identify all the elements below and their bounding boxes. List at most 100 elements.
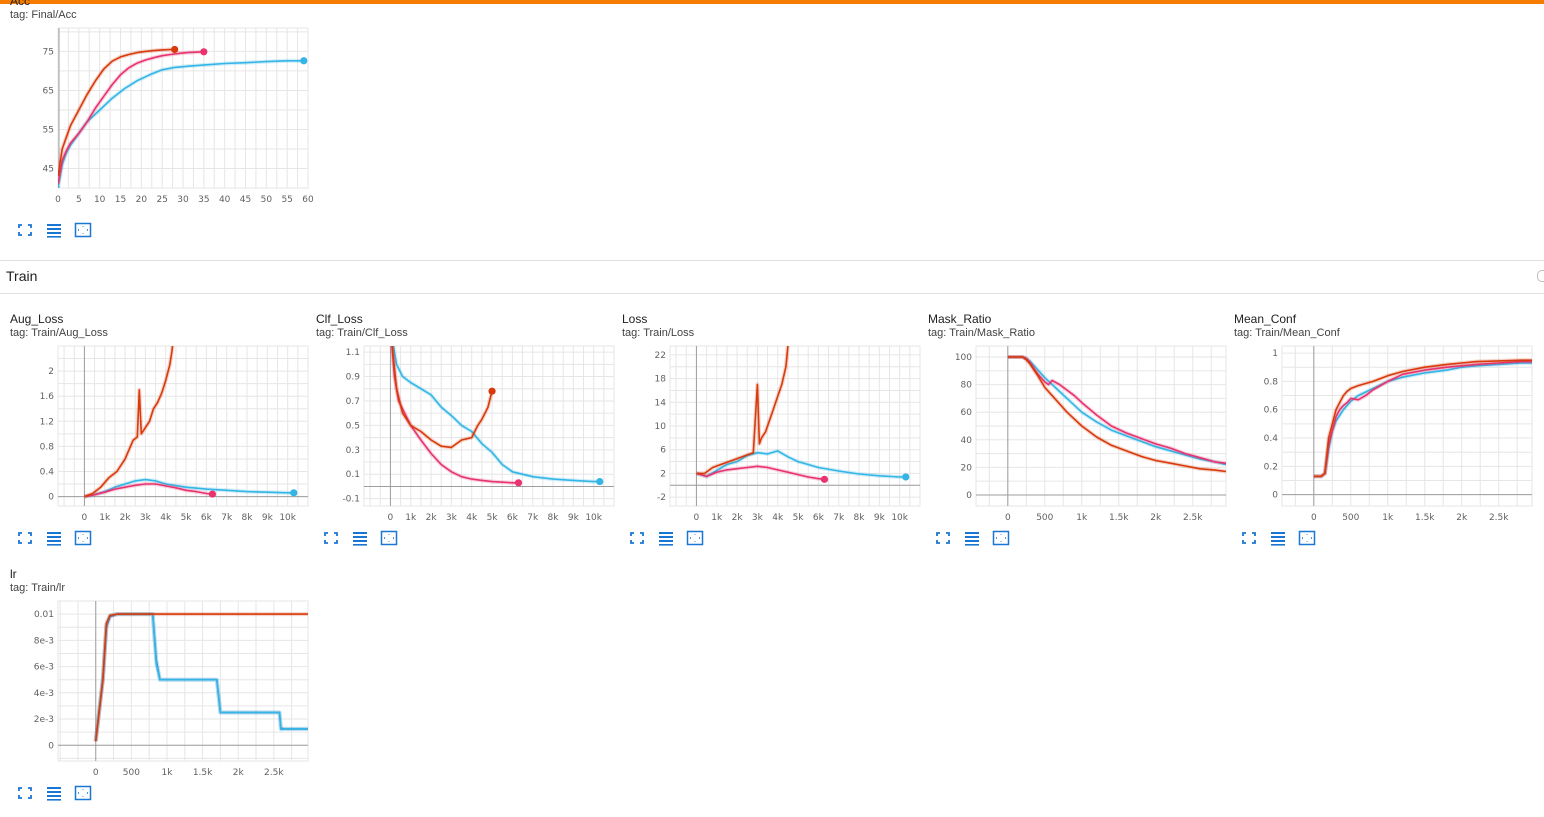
series-end-marker (514, 479, 523, 487)
chart-mean-conf[interactable]: 0 500 1k 1.5k 2k 2.5k 0 0.2 0.4 0.6 0.8 1 (1234, 342, 1534, 532)
series-raw-line (1313, 358, 1532, 479)
y-tick-label: 0 (48, 741, 54, 751)
x-tick-label: 2.5k (264, 768, 284, 778)
expand-chart-icon[interactable] (380, 530, 398, 546)
chart-loss[interactable]: 0 1k 2k 3k 4k 5k 6k 7k 8k 9k 10k -2 2 6 10 14 18 22 (622, 342, 922, 532)
plot-border (57, 600, 309, 762)
chart-tag: tag: Train/Mean_Conf (1234, 327, 1340, 339)
chart-title: lr (10, 567, 17, 581)
series-end-marker (208, 490, 217, 498)
series-raw-line (1313, 359, 1532, 479)
x-tick-label: 1k (1076, 513, 1088, 523)
fit-domain-icon[interactable] (16, 222, 34, 238)
chart-aug-loss[interactable]: 0 1k 2k 3k 4k 5k 6k 7k 8k 9k 10k 0 0.4 0.8 1.2 1.6 2 (10, 342, 310, 532)
chart-lr[interactable]: 0 500 1k 1.5k 2k 2.5k 0 2e-3 4e-3 6e-3 8e-3 0.01 (10, 597, 310, 787)
chart-clf-loss[interactable]: 0 1k 2k 3k 4k 5k 6k 7k 8k 9k 10k -0.1 0.1 0.3 0.5 0.7 0.… (316, 342, 616, 532)
toggle-log-icon[interactable] (45, 785, 63, 801)
x-tick-label: 1.5k (1109, 513, 1129, 523)
x-tick-label: 55 (281, 195, 292, 205)
x-tick-label: 1k (1382, 513, 1394, 523)
section-title-train[interactable]: Train (6, 268, 38, 284)
y-tick-label: 40 (961, 436, 973, 446)
y-tick-label: 2e-3 (34, 715, 54, 725)
series-raw-line (93, 612, 308, 742)
x-tick-label: 30 (177, 195, 189, 205)
toggle-log-icon[interactable] (45, 530, 63, 546)
series-line (1007, 356, 1226, 473)
series-line (84, 483, 213, 498)
expand-chart-icon[interactable] (74, 222, 92, 238)
x-tick-label: 35 (198, 195, 209, 205)
y-tick-label: 45 (43, 164, 54, 174)
x-tick-label: 2k (233, 768, 245, 778)
toggle-log-icon[interactable] (1269, 530, 1287, 546)
toggle-log-icon[interactable] (657, 530, 675, 546)
plot-border (57, 345, 309, 507)
series-line (84, 346, 174, 498)
series-raw-line (58, 47, 175, 177)
expand-chart-icon[interactable] (1298, 530, 1316, 546)
x-tick-label: 10k (585, 513, 602, 523)
section-collapse-icon[interactable] (1537, 270, 1544, 282)
y-tick-label: -2 (657, 493, 666, 503)
x-tick-label: 10k (891, 513, 908, 523)
y-tick-label: 1 (1272, 349, 1278, 359)
expand-chart-icon[interactable] (992, 530, 1010, 546)
y-tick-label: 0.1 (346, 470, 360, 480)
y-tick-label: 8e-3 (34, 636, 54, 646)
expand-chart-icon[interactable] (686, 530, 704, 546)
series-end-marker (488, 387, 496, 395)
y-tick-label: 2 (48, 367, 54, 377)
plot-border (669, 345, 921, 507)
y-tick-label: 55 (43, 125, 54, 135)
toggle-log-icon[interactable] (45, 222, 63, 238)
x-tick-label: 1.5k (193, 768, 213, 778)
series-raw-line (391, 346, 600, 484)
x-tick-label: 8k (548, 513, 560, 523)
x-tick-label: 4k (160, 513, 172, 523)
y-tick-label: 18 (655, 375, 667, 385)
series-raw-line (93, 612, 308, 742)
x-tick-label: 7k (833, 513, 845, 523)
x-tick-label: 1k (711, 513, 723, 523)
toggle-log-icon[interactable] (351, 530, 369, 546)
x-tick-label: 2k (426, 513, 438, 523)
chart-card-aug-loss: Aug_Loss tag: Train/Aug_Loss 0 1k 2k 3k 4k 5k… (10, 312, 310, 562)
y-tick-label: 0.7 (346, 397, 360, 407)
y-tick-label: 14 (655, 398, 667, 408)
y-tick-label: 0.2 (1264, 462, 1278, 472)
fit-domain-icon[interactable] (1240, 530, 1258, 546)
fit-domain-icon[interactable] (16, 785, 34, 801)
x-tick-label: 1k (99, 513, 111, 523)
fit-domain-icon[interactable] (16, 530, 34, 546)
chart-tag: tag: Train/Mask_Ratio (928, 327, 1035, 339)
x-tick-label: 3k (446, 513, 458, 523)
x-tick-label: 7k (527, 513, 539, 523)
x-tick-label: 9k (568, 513, 580, 523)
expand-chart-icon[interactable] (74, 785, 92, 801)
fit-domain-icon[interactable] (322, 530, 340, 546)
expand-chart-icon[interactable] (74, 530, 92, 546)
x-tick-label: 5k (793, 513, 805, 523)
y-tick-label: 0.3 (346, 446, 360, 456)
y-tick-label: 6e-3 (34, 663, 54, 673)
chart-acc[interactable]: 0 5 10 15 20 25 30 35 40 45 50 55 60 45 55 65 75 (10, 24, 314, 214)
x-tick-label: 15 (115, 195, 126, 205)
toggle-log-icon[interactable] (963, 530, 981, 546)
fit-domain-icon[interactable] (934, 530, 952, 546)
y-tick-label: 75 (43, 47, 54, 57)
y-tick-label: 0.6 (1264, 406, 1279, 416)
chart-card-acc: Acc tag: Final/Acc 0 5 10 15 20 25 30 35 40 45 50 5… (10, 0, 314, 244)
y-tick-label: 0.8 (40, 442, 55, 452)
y-tick-label: 0 (48, 493, 54, 503)
series-line (94, 613, 308, 742)
series-end-marker (300, 57, 308, 65)
plot-border (975, 345, 1227, 507)
y-tick-label: 1.2 (40, 417, 54, 427)
fit-domain-icon[interactable] (628, 530, 646, 546)
x-tick-label: 10k (279, 513, 296, 523)
x-tick-label: 2k (732, 513, 744, 523)
x-tick-label: 0 (55, 195, 61, 205)
chart-mask-ratio[interactable]: 0 500 1k 1.5k 2k 2.5k 0 20 40 60 80 100 (928, 342, 1228, 532)
y-tick-label: 60 (961, 408, 973, 418)
